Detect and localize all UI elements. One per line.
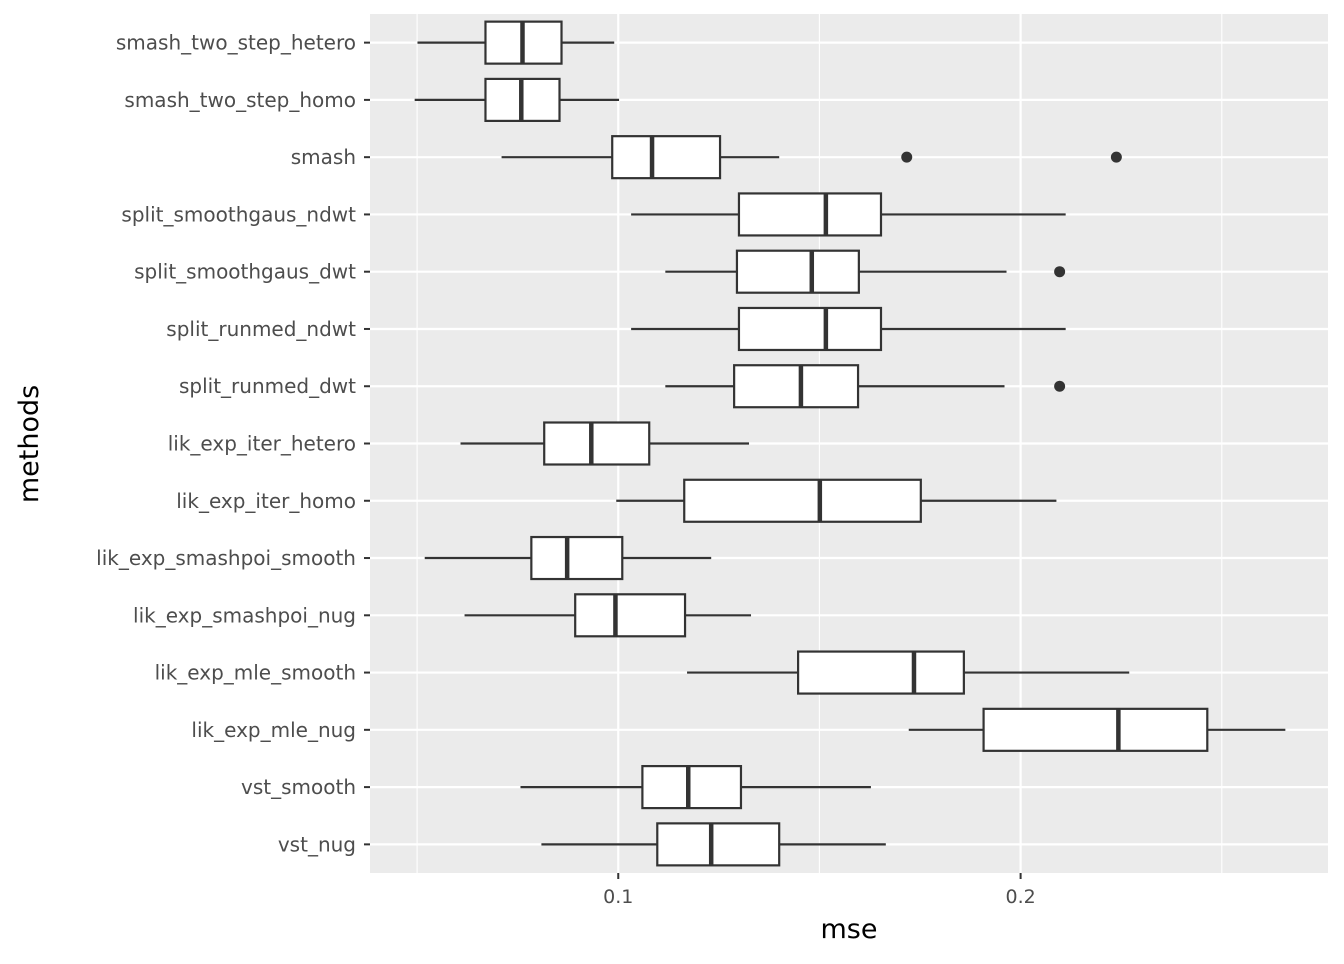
box-smash_two_step_hetero [417, 20, 615, 65]
box-split_runmed_dwt [665, 364, 1066, 409]
y-tick-label: lik_exp_mle_smooth [155, 661, 356, 685]
outlier-point [1054, 266, 1066, 278]
box-split_smoothgaus_dwt [665, 249, 1066, 294]
y-tick-label: lik_exp_mle_nug [191, 718, 356, 742]
box-lik_exp_iter_homo [616, 478, 1057, 523]
boxes [414, 20, 1286, 867]
box-split_smoothgaus_ndwt [631, 192, 1066, 237]
box-vst_nug [541, 822, 886, 867]
iqr-box [737, 306, 883, 352]
y-tick-label: vst_nug [278, 832, 356, 856]
box-split_runmed_ndwt [631, 306, 1066, 352]
x-tick-label: 0.1 [603, 886, 633, 908]
box-lik_exp_smashpoi_nug [464, 593, 752, 638]
iqr-box [574, 593, 687, 638]
y-tick-label: split_runmed_dwt [179, 374, 356, 398]
iqr-box [683, 478, 922, 523]
outlier-point [901, 151, 913, 163]
box-lik_exp_smashpoi_smooth [424, 535, 712, 581]
y-tick-label: smash_two_step_hetero [116, 31, 356, 55]
box-smash [501, 135, 1122, 180]
y-tick-label: vst_smooth [241, 775, 356, 799]
box-smash_two_step_homo [414, 77, 620, 123]
iqr-box [656, 822, 781, 867]
iqr-box [641, 764, 743, 810]
iqr-box [735, 249, 860, 294]
outlier-point [1054, 380, 1066, 392]
iqr-box [982, 707, 1209, 752]
box-lik_exp_iter_hetero [460, 421, 750, 466]
y-tick-label: smash [291, 145, 356, 169]
iqr-box [797, 650, 965, 695]
iqr-box [737, 192, 883, 237]
box-lik_exp_mle_nug [908, 707, 1286, 752]
y-tick-label: lik_exp_smashpoi_smooth [96, 546, 356, 570]
axes: 0.1 0.2 smash_two_step_hetero smash_two_ste… [96, 31, 1036, 908]
y-tick-label: lik_exp_iter_hetero [168, 432, 356, 456]
y-tick-label: smash_two_step_homo [124, 88, 356, 112]
y-tick-label: lik_exp_smashpoi_nug [133, 603, 356, 627]
x-axis-label: mse [821, 914, 878, 945]
outlier-point [1110, 151, 1122, 163]
iqr-box [530, 535, 624, 581]
x-tick-label: 0.2 [1005, 886, 1035, 908]
y-tick-label: split_smoothgaus_dwt [134, 260, 356, 284]
y-tick-label: lik_exp_iter_homo [176, 489, 356, 513]
y-tick-label: split_smoothgaus_ndwt [121, 202, 356, 226]
iqr-box [543, 421, 651, 466]
y-tick-label: split_runmed_ndwt [166, 317, 356, 341]
iqr-box [611, 135, 722, 180]
box-lik_exp_mle_smooth [687, 650, 1130, 695]
box-vst_smooth [520, 764, 871, 810]
y-axis-label: methods [14, 385, 45, 503]
iqr-box [733, 364, 860, 409]
